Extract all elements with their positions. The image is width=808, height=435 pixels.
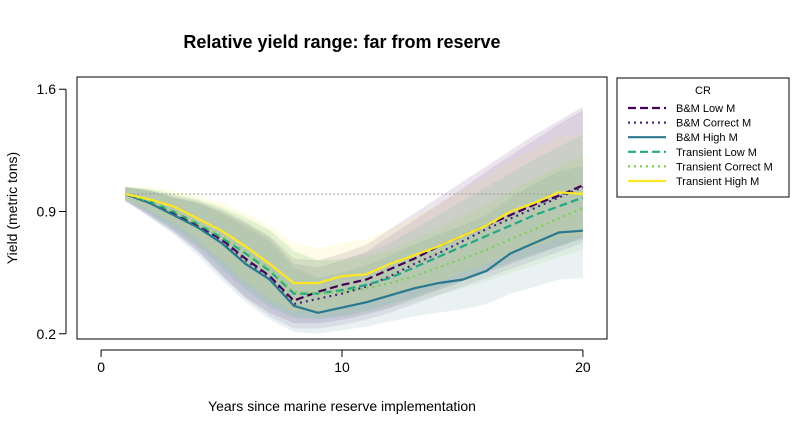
- legend: CR B&M Low M B&M Correct M B&M High M Trans…: [616, 77, 790, 198]
- x-tick-label: 0: [97, 359, 105, 375]
- legend-label-transient-correct-m: Transient Correct M: [676, 161, 773, 173]
- legend-title: CR: [695, 85, 711, 97]
- y-tick-label: 0.2: [37, 326, 57, 342]
- series-line-transient-high-m: [124, 191, 583, 285]
- band-bandm-correct-m: [125, 110, 583, 329]
- legend-label-bandm-low-m: B&M Low M: [676, 103, 735, 115]
- series-line-bandm-high-m: [124, 192, 583, 314]
- y-tick-label: 1.6: [37, 81, 57, 97]
- band-transient-high-m: [125, 134, 583, 312]
- legend-label-transient-low-m: Transient Low M: [676, 147, 757, 159]
- band-bandm-low-m: [125, 106, 583, 324]
- band-bandm-high-m: [125, 166, 583, 334]
- plot-box: [76, 76, 608, 340]
- y-tick-label: 0.9: [37, 203, 57, 219]
- band-transient-low-m: [125, 134, 583, 320]
- chart-title: Relative yield range: far from reserve: [183, 32, 500, 52]
- series-line-bandm-low-m: [124, 184, 584, 302]
- legend-label-bandm-correct-m: B&M Correct M: [676, 118, 751, 130]
- x-axis: 0 10 20: [97, 349, 591, 375]
- series-line-transient-low-m: [124, 192, 584, 295]
- legend-label-transient-high-m: Transient High M: [676, 176, 759, 188]
- lines-layer: [124, 184, 584, 314]
- y-axis: 0.2 0.9 1.6: [37, 81, 67, 342]
- x-tick-label: 10: [334, 359, 350, 375]
- legend-label-bandm-high-m: B&M High M: [676, 132, 738, 144]
- y-axis-label: Yield (metric tons): [4, 152, 20, 264]
- x-axis-label: Years since marine reserve implementatio…: [208, 398, 476, 414]
- x-tick-label: 20: [575, 359, 591, 375]
